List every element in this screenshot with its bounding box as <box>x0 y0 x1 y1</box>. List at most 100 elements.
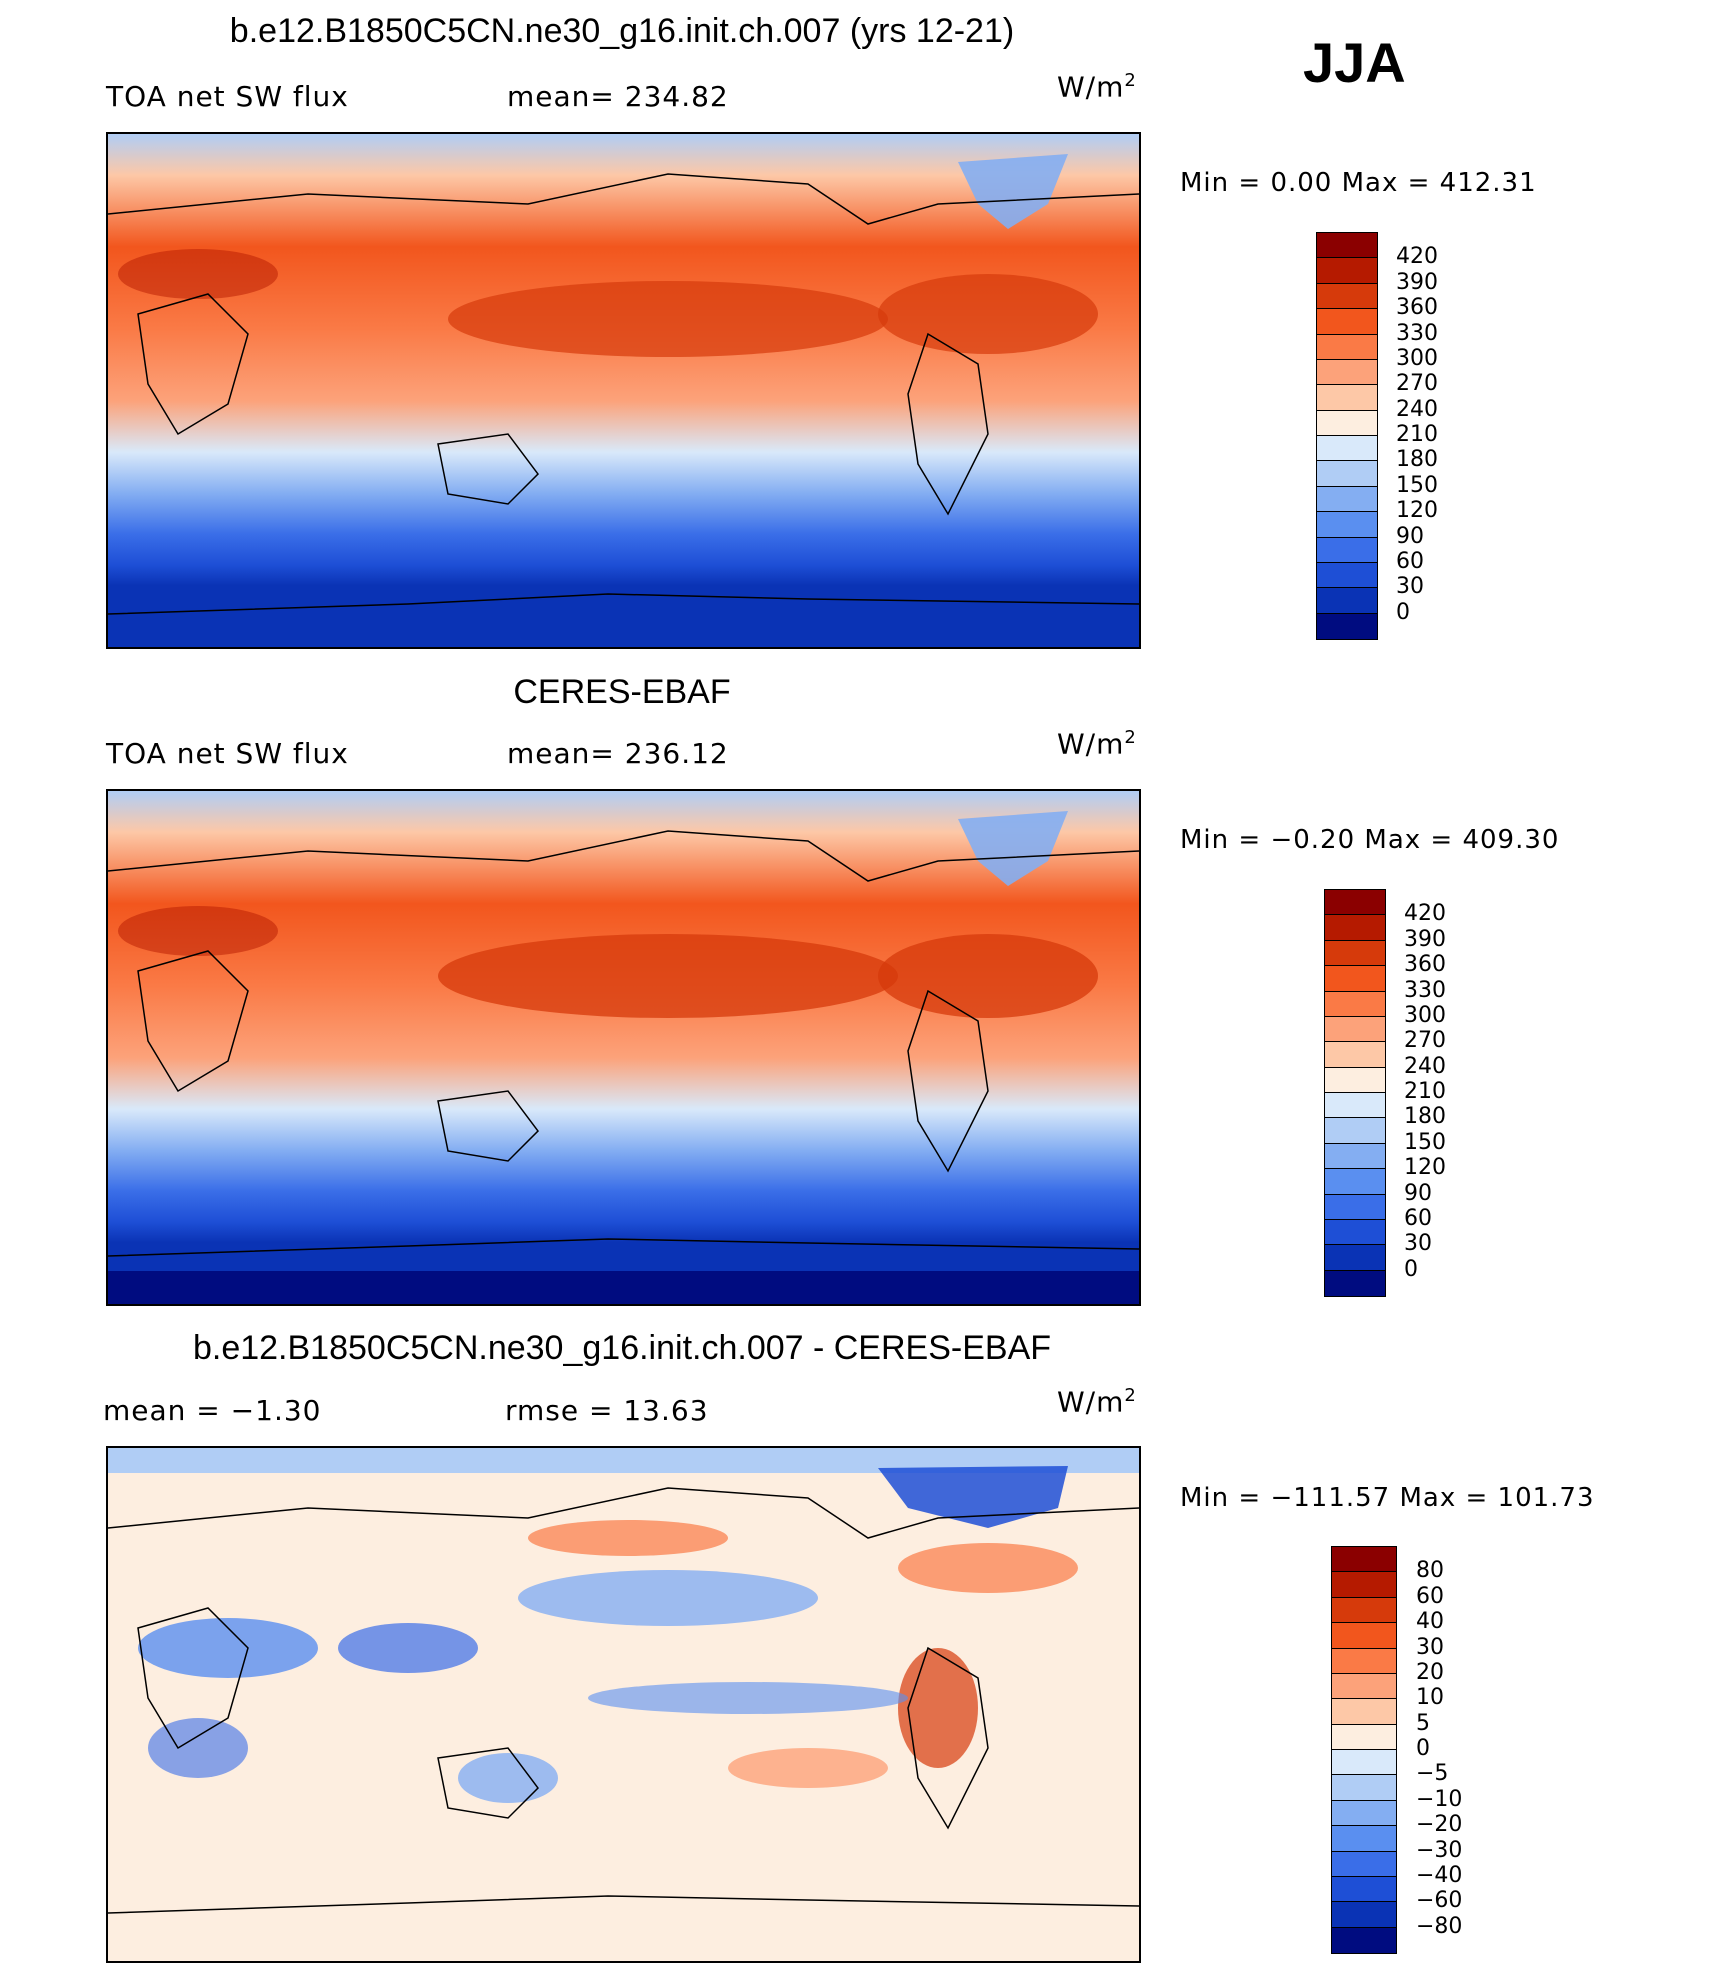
panel-3-title: b.e12.B1850C5CN.ne30_g16.init.ch.007 - C… <box>192 1329 1052 1367</box>
panel-3-colorbar-segment <box>1332 1572 1396 1598</box>
panel-2-colorbar-tick-label: 420 <box>1404 901 1446 927</box>
panel-2-colorbar-segment <box>1325 1270 1385 1296</box>
panel-1-colorbar-segment <box>1317 334 1377 360</box>
panel-3-colorbar-segment <box>1332 1800 1396 1827</box>
panel-3-colorbar-tick-label: 40 <box>1416 1609 1444 1635</box>
panel-3-colorbar-segment <box>1332 1750 1396 1776</box>
panel-1-colorbar-tick-label: 270 <box>1396 371 1438 397</box>
panel-3-mean-label: mean = −1.30 <box>103 1394 322 1427</box>
panel-3-colorbar-segment <box>1332 1724 1396 1750</box>
panel-3-colorbar-tick-label: −10 <box>1416 1786 1463 1812</box>
panel-3-colorbar-tick-label: −20 <box>1416 1812 1463 1838</box>
panel-2-colorbar-tick-label: 90 <box>1404 1180 1432 1206</box>
panel-3-colorbar-segment <box>1332 1699 1396 1725</box>
panel-1-colorbar-segment <box>1317 283 1377 310</box>
panel-1-colorbar-segment <box>1317 436 1377 462</box>
panel-1-colorbar-tick-label: 240 <box>1396 396 1438 422</box>
panel-1-colorbar-tick-label: 180 <box>1396 447 1438 473</box>
panel-3-map <box>106 1446 1141 1963</box>
panel-2-colorbar-segment <box>1325 915 1385 941</box>
panel-1-variable-label: TOA net SW flux <box>106 80 349 113</box>
panel-3-colorbar-tick-label: −30 <box>1416 1837 1463 1863</box>
season-label: JJA <box>1303 31 1406 94</box>
panel-2-colorbar-segment <box>1325 1067 1385 1093</box>
panel-1-colorbar-tick-label: 150 <box>1396 472 1438 498</box>
panel-1-colorbar-tick-label: 330 <box>1396 320 1438 346</box>
panel-1-minmax: Min = 0.00 Max = 412.31 <box>1180 168 1537 198</box>
panel-2-colorbar-tick-label: 390 <box>1404 926 1446 952</box>
panel-2-minmax: Min = −0.20 Max = 409.30 <box>1180 825 1560 855</box>
panel-2-colorbar-segment <box>1325 890 1385 916</box>
panel-2-colorbar-tick-label: 240 <box>1404 1053 1446 1079</box>
panel-3-minmax: Min = −111.57 Max = 101.73 <box>1180 1483 1595 1513</box>
panel-3-colorbar-tick-label: 30 <box>1416 1634 1444 1660</box>
panel-1-colorbar-tick-label: 210 <box>1396 422 1438 447</box>
panel-2-colorbar-segment <box>1325 1042 1385 1068</box>
panel-2-map <box>106 789 1141 1306</box>
panel-2-colorbar-tick-label: 270 <box>1404 1028 1446 1054</box>
panel-3-colorbar-tick-label: 80 <box>1416 1558 1444 1584</box>
panel-1-colorbar <box>1316 232 1378 640</box>
panel-1-colorbar-segment <box>1317 486 1377 513</box>
panel-1-colorbar-segment <box>1317 385 1377 411</box>
panel-1-colorbar-tick-label: 390 <box>1396 269 1438 295</box>
panel-3-colorbar-segment <box>1332 1597 1396 1624</box>
panel-3-colorbar-segment <box>1332 1623 1396 1649</box>
panel-2-colorbar-segment <box>1325 1093 1385 1119</box>
panel-1-colorbar-segment <box>1317 233 1377 259</box>
panel-3-colorbar-segment <box>1332 1775 1396 1801</box>
panel-3-colorbar-segment <box>1332 1673 1396 1700</box>
panel-3-colorbar-tick-label: 10 <box>1416 1685 1444 1711</box>
panel-2-colorbar-tick-label: 330 <box>1404 977 1446 1003</box>
panel-2-mean-label: mean= 236.12 <box>507 737 729 770</box>
panel-2-map-plot <box>108 791 1139 1304</box>
panel-2-colorbar-segment <box>1325 1194 1385 1220</box>
panel-1-colorbar-segment <box>1317 410 1377 436</box>
panel-2-colorbar-segment <box>1325 1245 1385 1271</box>
panel-3-colorbar-tick-label: 5 <box>1416 1710 1430 1736</box>
panel-2-colorbar-tick-label: 150 <box>1404 1129 1446 1155</box>
panel-1-colorbar-segment <box>1317 588 1377 614</box>
panel-1-colorbar-segment <box>1317 258 1377 284</box>
panel-2-colorbar-segment <box>1325 966 1385 992</box>
panel-3-colorbar-tick-label: −40 <box>1416 1862 1463 1888</box>
panel-1-colorbar-tick-label: 90 <box>1396 523 1424 549</box>
panel-2-colorbar-tick-label: 0 <box>1404 1256 1418 1282</box>
panel-1-title: b.e12.B1850C5CN.ne30_g16.init.ch.007 (yr… <box>229 12 1015 50</box>
panel-2-colorbar-tick-label: 210 <box>1404 1079 1446 1104</box>
panel-1-map-plot <box>108 134 1139 647</box>
panel-3-colorbar-tick-label: −60 <box>1416 1888 1463 1914</box>
panel-1-colorbar-segment <box>1317 562 1377 589</box>
panel-1-colorbar-tick-label: 360 <box>1396 295 1438 321</box>
panel-1-colorbar-segment <box>1317 537 1377 563</box>
panel-1-colorbar-segment <box>1317 461 1377 487</box>
panel-3-colorbar-segment <box>1332 1876 1396 1903</box>
panel-3-rmse-label: rmse = 13.63 <box>505 1394 709 1427</box>
panel-1-colorbar-segment <box>1317 309 1377 335</box>
panel-2-colorbar-segment <box>1325 940 1385 967</box>
panel-3-colorbar-tick-label: 60 <box>1416 1583 1444 1609</box>
panel-1-map <box>106 132 1141 649</box>
panel-1-colorbar-labels: 420 390 360 330 300 270 240 210 180 150 120 90 60 30 0 <box>1396 232 1476 640</box>
panel-3-colorbar-segment <box>1332 1547 1396 1573</box>
panel-1-colorbar-segment <box>1317 359 1377 386</box>
panel-2-colorbar-tick-label: 120 <box>1404 1155 1446 1181</box>
panel-3-colorbar-segment <box>1332 1851 1396 1877</box>
panel-2-colorbar-segment <box>1325 1219 1385 1246</box>
panel-3-units: W/m2 <box>1057 1385 1137 1419</box>
panel-2-units: W/m2 <box>1057 727 1137 761</box>
panel-3-colorbar-labels: 80 60 40 30 20 10 5 0 −5 −10 −20 −30 −40 −60 −80 <box>1416 1546 1496 1954</box>
panel-2-colorbar-segment <box>1325 1169 1385 1195</box>
panel-3-colorbar-tick-label: −80 <box>1416 1913 1463 1939</box>
panel-2-colorbar <box>1324 889 1386 1297</box>
panel-2-title: CERES-EBAF <box>513 673 731 711</box>
panel-1-units: W/m2 <box>1057 70 1137 104</box>
panel-3-colorbar-segment <box>1332 1927 1396 1953</box>
panel-1-colorbar-segment <box>1317 512 1377 538</box>
panel-2-colorbar-segment <box>1325 1016 1385 1043</box>
panel-1-colorbar-tick-label: 0 <box>1396 599 1410 625</box>
panel-1-colorbar-segment <box>1317 613 1377 639</box>
panel-2-colorbar-labels: 420 390 360 330 300 270 240 210 180 150 120 90 60 30 0 <box>1404 889 1484 1297</box>
panel-3-map-plot <box>108 1448 1139 1961</box>
panel-2-variable-label: TOA net SW flux <box>106 737 349 770</box>
